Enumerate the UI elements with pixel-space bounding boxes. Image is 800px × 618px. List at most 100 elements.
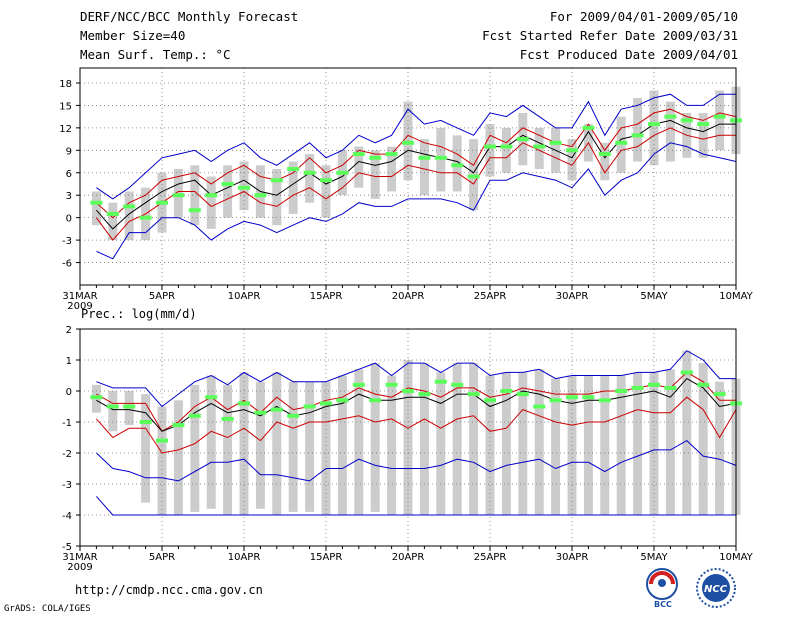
ensemble-box <box>419 139 429 196</box>
x-tick-label: 5APR <box>149 291 175 302</box>
y-tick-label: 9 <box>66 146 72 157</box>
y-tick-label: 18 <box>59 79 72 90</box>
mean-marker <box>369 155 382 160</box>
mean-marker <box>598 152 611 157</box>
mean-marker <box>139 215 152 220</box>
ensemble-box <box>698 363 708 515</box>
mean-marker <box>254 410 267 415</box>
x-tick-label: 10MAY <box>719 291 753 302</box>
mean-marker <box>434 379 447 384</box>
mean-marker <box>484 144 496 149</box>
ensemble-box <box>501 372 511 515</box>
ensemble-box <box>108 391 118 432</box>
ensemble-box <box>665 101 675 162</box>
y-tick-label: 6 <box>66 169 72 180</box>
ensemble-box <box>288 161 298 214</box>
mean-marker <box>205 395 218 400</box>
x-tick-label: 5APR <box>149 552 175 563</box>
precip-panel-label: Prec.: log(mm/d) <box>81 307 197 321</box>
mean-marker <box>156 200 168 205</box>
min-line <box>96 439 737 482</box>
mean-marker <box>598 398 611 403</box>
mean-marker <box>451 382 464 387</box>
mean-marker <box>615 140 628 145</box>
mean-marker <box>516 392 529 397</box>
y-tick-label: 15 <box>59 101 72 112</box>
ensemble-box <box>288 381 298 512</box>
x-tick-label: 30APR <box>556 552 589 563</box>
mean-marker <box>188 413 201 418</box>
mean-marker <box>254 193 267 198</box>
ensemble-box <box>419 363 429 515</box>
x-tick-label: 15APR <box>310 291 343 302</box>
ensemble-box <box>91 191 101 226</box>
upper-line <box>96 371 736 432</box>
y-tick-label: 12 <box>59 124 72 135</box>
ensemble-box <box>239 372 249 515</box>
ensemble-box <box>305 381 315 512</box>
mean-marker <box>172 423 185 428</box>
ensemble-box <box>633 372 643 515</box>
y-tick-label: -2 <box>62 449 72 460</box>
y-tick-label: 0 <box>66 387 72 398</box>
mean-marker <box>533 144 546 149</box>
ensemble-box <box>223 165 233 218</box>
y-tick-label: -6 <box>62 259 72 270</box>
ensemble-box <box>518 372 528 515</box>
lower-line <box>95 127 736 241</box>
y-tick-label: -3 <box>62 480 72 491</box>
ensemble-box <box>157 406 167 515</box>
ensemble-box <box>682 350 692 515</box>
mean-marker <box>336 170 349 175</box>
y-tick-label: 0 <box>66 214 72 225</box>
y-tick-label: 2 <box>66 325 72 336</box>
ensemble-box <box>255 381 265 509</box>
ncc-logo-text: NCC <box>704 584 728 595</box>
mean-marker <box>156 438 168 443</box>
mean-marker <box>631 133 644 138</box>
ensemble-box <box>551 378 561 515</box>
ensemble-box <box>108 202 118 241</box>
x-tick-label: 20APR <box>392 552 425 563</box>
mean-marker <box>713 114 726 119</box>
mean-marker <box>434 155 447 160</box>
mean-marker <box>352 382 365 387</box>
ncc-logo-disc <box>702 574 730 602</box>
x-tick-label: 31MAR <box>62 291 97 302</box>
x-tick-label: 10APR <box>228 552 261 563</box>
mean-marker <box>566 395 578 400</box>
ensemble-box <box>715 381 725 515</box>
mean-marker <box>172 193 185 198</box>
x-tick-year: 2009 <box>67 562 92 573</box>
bcc-logo-arc <box>649 571 675 585</box>
mean-marker <box>270 178 283 183</box>
mean-marker <box>582 395 595 400</box>
ensemble-box <box>616 375 626 515</box>
mean-marker <box>336 398 349 403</box>
mean-marker <box>582 125 595 130</box>
mean-marker <box>106 404 119 409</box>
ncc-logo: NCC <box>696 568 736 608</box>
ensemble-box <box>354 146 364 188</box>
y-tick-label: 1 <box>66 356 72 367</box>
mean-marker <box>303 170 316 175</box>
mean-marker <box>385 382 398 387</box>
source-url[interactable]: http://cmdp.ncc.cma.gov.cn <box>75 583 263 597</box>
mean-marker <box>402 140 414 145</box>
x-tick-label: 25APR <box>474 552 507 563</box>
mean-marker <box>467 174 480 179</box>
ensemble-box <box>141 394 151 503</box>
median-line <box>96 377 737 432</box>
mean-marker <box>566 148 578 153</box>
mean-marker <box>369 398 382 403</box>
ensemble-box <box>567 139 577 181</box>
bcc-logo-text: BCC <box>654 600 672 608</box>
mean-marker <box>418 155 431 160</box>
ensemble-box <box>649 90 659 166</box>
ensemble-box <box>206 375 216 509</box>
mean-marker <box>123 404 136 409</box>
mean-marker <box>451 163 464 168</box>
